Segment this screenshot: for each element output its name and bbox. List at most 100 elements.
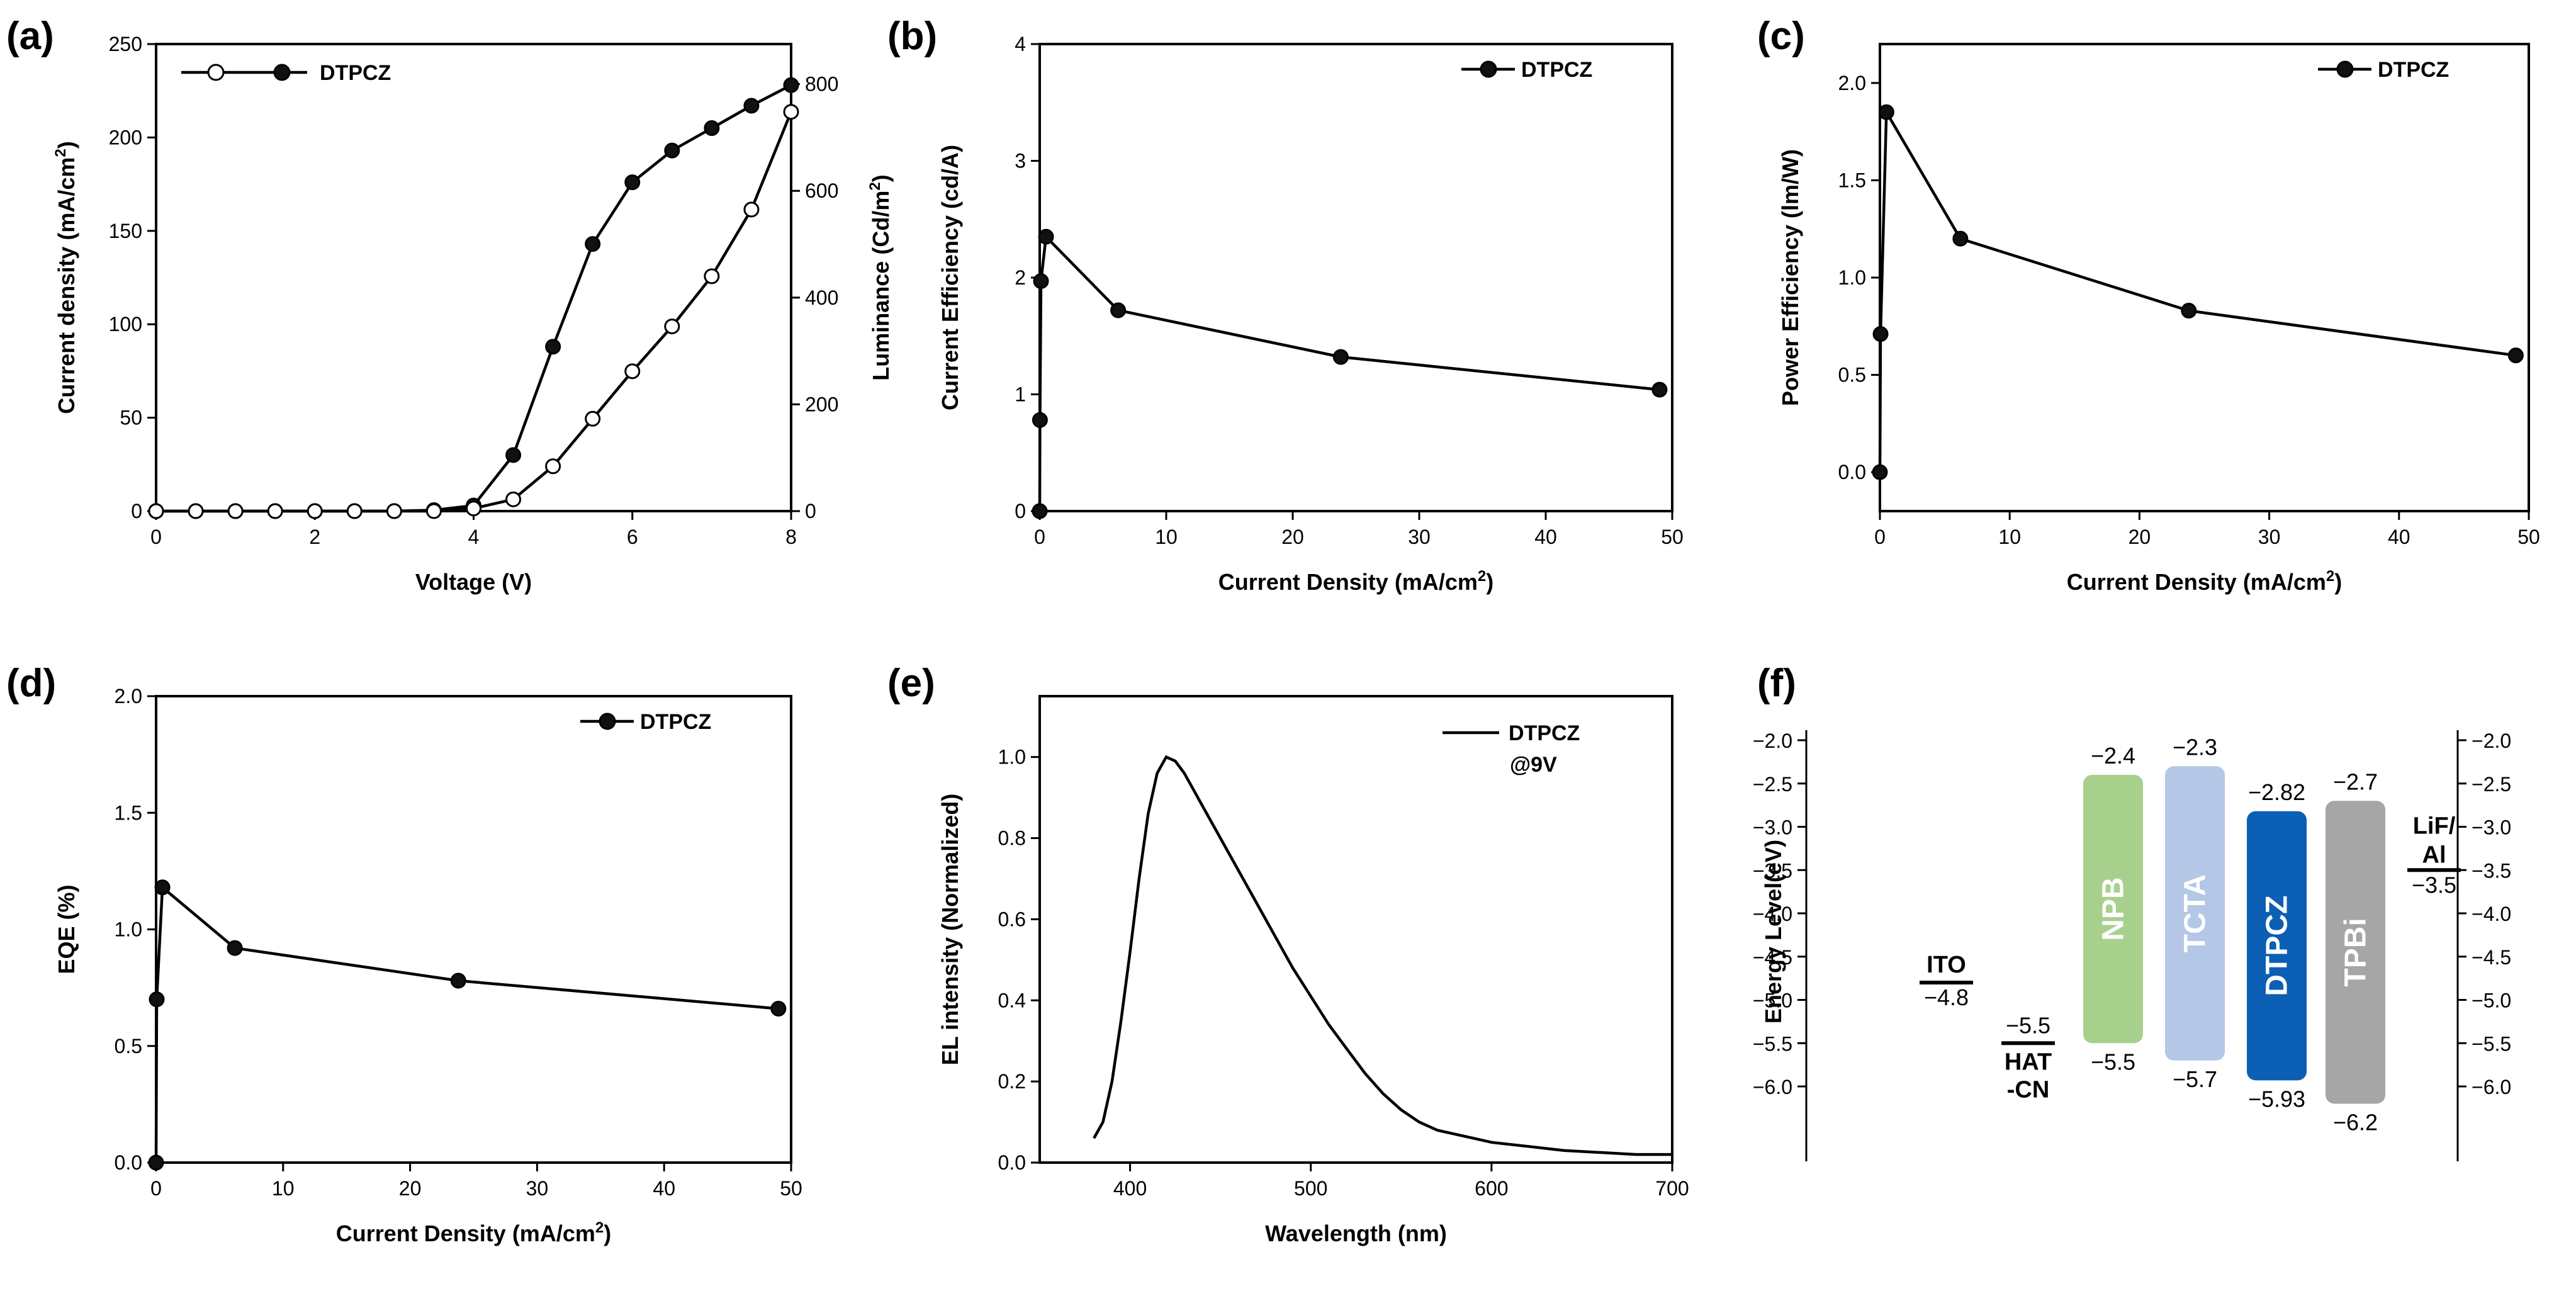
y-axis-title: Power Efficiency (lm/W) <box>1777 149 1803 406</box>
layer-name: LiF/ <box>2413 813 2456 839</box>
homo-label: −5.7 <box>2173 1066 2217 1092</box>
y-axis-title: Current density (mA/cm2) <box>52 141 79 414</box>
x-tick-label: 20 <box>399 1177 422 1200</box>
x-tick-label: 700 <box>1655 1177 1689 1200</box>
panel-b: (b) 0 10 20 30 40 50 0 1 2 3 4 Current Density (mA/c… <box>887 14 1684 595</box>
y-tick-label: 250 <box>109 33 142 55</box>
homo-label: −6.2 <box>2333 1110 2378 1136</box>
y-tick-label: −4.0 <box>1753 903 1792 925</box>
data-point <box>1032 412 1048 428</box>
plot-frame <box>1879 43 2530 512</box>
y-tick-label: 0.2 <box>998 1070 1026 1093</box>
data-point <box>585 236 601 252</box>
y-tick-label: 1.5 <box>1838 169 1866 191</box>
data-point <box>743 201 760 218</box>
x-tick-label: 0 <box>150 1177 162 1200</box>
layer-name-2: -CN <box>2007 1076 2050 1103</box>
data-point <box>1110 302 1127 319</box>
legend-label: DTPCZ <box>1521 58 1592 82</box>
data-point <box>545 339 561 355</box>
energy-bar-dtpcz <box>2247 811 2307 1081</box>
data-point <box>227 503 244 519</box>
legend-label: DTPCZ <box>1509 721 1580 745</box>
data-point <box>227 940 243 956</box>
data-point <box>624 174 641 191</box>
y-tick-label: 1.0 <box>115 918 142 941</box>
data-point <box>148 1154 164 1171</box>
plot-frame <box>155 695 792 1164</box>
data-point <box>545 458 561 475</box>
data-point <box>149 991 165 1008</box>
y-tick-label: 0.0 <box>115 1151 142 1174</box>
data-point <box>1872 326 1889 342</box>
layer-name: HAT <box>2005 1049 2052 1075</box>
x-tick-label: 40 <box>2388 526 2410 548</box>
y-tick-label: 0 <box>131 500 142 522</box>
panel-c: (c) 0 10 20 30 40 50 0.0 0.5 1.0 1.5 2.0 Current Den… <box>1757 14 2540 595</box>
y2-tick-label: −6.0 <box>2472 1076 2511 1098</box>
y-tick-label: 0.8 <box>998 827 1026 850</box>
y-tick-label: 1.5 <box>115 801 142 824</box>
y-tick-label: −2.5 <box>1753 773 1792 796</box>
x-tick-label: 30 <box>2258 526 2281 548</box>
energy-bar-tcta <box>2165 766 2225 1061</box>
y-axis-title: EL intensity (Normalized) <box>937 794 963 1065</box>
x-tick-label: 0 <box>1874 526 1886 548</box>
legend-label: DTPCZ <box>320 61 391 85</box>
series-line <box>154 884 779 1163</box>
x-tick-label: 30 <box>1408 526 1431 548</box>
bar-label: DTPCZ <box>2261 896 2294 996</box>
data-point <box>585 410 601 427</box>
data-point <box>505 491 522 507</box>
x-tick-label: 20 <box>2129 526 2151 548</box>
data-point <box>346 503 363 519</box>
y-tick-label: 4 <box>1015 33 1026 55</box>
layer-name: ITO <box>1926 952 1966 978</box>
x-tick-label: 30 <box>526 1177 549 1200</box>
y-tick-label: 2.0 <box>115 685 142 708</box>
y2-tick-label: 0 <box>805 500 816 522</box>
y2-tick-label: 600 <box>805 179 838 202</box>
data-point <box>704 120 720 137</box>
data-point <box>1332 349 1349 365</box>
panel-label: (d) <box>6 662 56 705</box>
y-tick-label: −3.0 <box>1753 816 1792 839</box>
x-tick-label: 50 <box>2517 526 2540 548</box>
y-tick-label: 0.5 <box>115 1035 142 1057</box>
data-point <box>307 503 323 519</box>
x-tick-label: 4 <box>468 526 480 548</box>
y2-tick-label: −3.0 <box>2472 816 2511 839</box>
y-tick-label: −2.0 <box>1753 730 1792 752</box>
data-point <box>1651 381 1668 398</box>
data-point <box>664 142 680 159</box>
data-point <box>1878 104 1894 120</box>
panel-e: (e) 400 500 600 700 0.0 0.2 0.4 0.6 0.8 1.0 Wavelen… <box>887 662 1689 1246</box>
x-tick-label: 500 <box>1294 1177 1327 1200</box>
level-label: −3.5 <box>2412 872 2456 898</box>
y-axis-title: Energy Level(eV) <box>1760 840 1786 1023</box>
data-point <box>1952 230 1969 247</box>
y2-tick-label: 200 <box>805 393 838 415</box>
y2-tick-label: 800 <box>805 73 838 96</box>
panel-f: (f)−2.0 −2.0−2.5 −2.5−3.0 −3.0−3.5 −3.5−4.0−… <box>1753 662 2511 1161</box>
x-tick-label: 40 <box>1534 526 1557 548</box>
y-tick-label: 2 <box>1015 266 1026 289</box>
legend-marker <box>599 713 616 730</box>
x-tick-label: 50 <box>780 1177 802 1200</box>
x-tick-label: 6 <box>627 526 638 548</box>
data-point <box>770 1000 787 1017</box>
y-tick-label: −3.5 <box>1753 859 1792 882</box>
panel-label: (f) <box>1757 662 1796 705</box>
data-point <box>154 879 171 896</box>
y-tick-label: 3 <box>1015 150 1026 172</box>
y-tick-label: −5.0 <box>1753 989 1792 1012</box>
data-point <box>425 503 442 519</box>
panel-label: (e) <box>887 662 935 705</box>
x-tick-label: 10 <box>1998 526 2021 548</box>
data-point <box>267 503 283 519</box>
data-point <box>1033 273 1049 290</box>
y-tick-label: −5.5 <box>1753 1032 1792 1055</box>
legend-label: DTPCZ <box>2378 58 2449 82</box>
lumo-label: −2.3 <box>2173 734 2217 760</box>
level-label: −4.8 <box>1924 984 1969 1010</box>
